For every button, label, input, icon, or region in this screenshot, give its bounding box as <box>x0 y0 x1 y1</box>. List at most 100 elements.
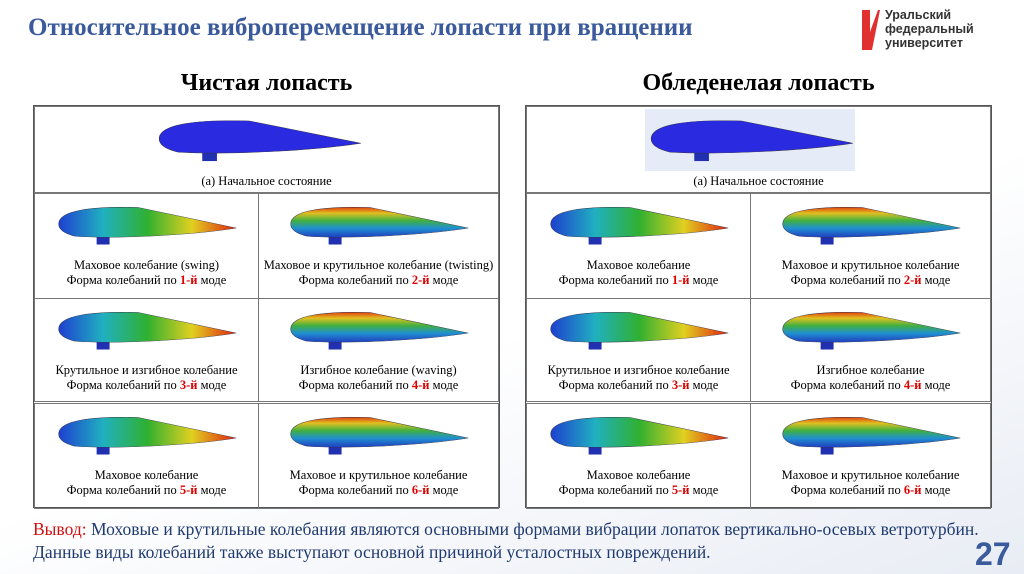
mode-line: Форма колебаний по 3-й моде <box>527 378 750 393</box>
mode-number: 6-й <box>411 483 430 497</box>
mode-line: Форма колебаний по 5-й моде <box>527 483 750 498</box>
mode-line: Форма колебаний по 1-й моде <box>35 273 258 288</box>
mode-number: 6-й <box>903 483 922 497</box>
mode-number: 4-й <box>411 378 430 392</box>
logo-line: федеральный <box>885 22 974 36</box>
cell-caption: Маховое колебание Форма колебаний по 5-й … <box>527 468 750 498</box>
mode-label: Изгибное колебание <box>816 363 925 377</box>
cell-caption: (а) Начальное состояние <box>201 174 332 188</box>
mode-line: Форма колебаний по 3-й моде <box>35 378 258 393</box>
mode-suffix: моде <box>924 378 951 392</box>
cell-caption: (а) Начальное состояние <box>693 174 824 188</box>
cell: Изгибное колебание Форма колебаний по 4-й… <box>750 298 991 402</box>
cell: Маховое и крутильное колебание Форма коле… <box>750 193 991 299</box>
blade-image <box>290 312 469 350</box>
mode-suffix: моде <box>432 378 459 392</box>
logo-line: Уральский <box>885 8 952 22</box>
mode-number: 1-й <box>179 273 198 287</box>
cell-caption: Маховое колебание (swing) Форма колебаний… <box>35 258 258 288</box>
mode-suffix: моде <box>924 483 951 497</box>
mode-suffix: моде <box>200 273 227 287</box>
mode-prefix: Форма колебаний по <box>298 273 409 287</box>
panel-heading: Обледенелая лопасть <box>642 70 875 96</box>
mode-suffix: моде <box>924 273 951 287</box>
cell: (а) Начальное состояние <box>526 106 991 193</box>
panel-heading: Чистая лопасть <box>180 70 353 96</box>
blade-image <box>782 417 961 455</box>
mode-prefix: Форма колебаний по <box>66 273 177 287</box>
mode-line: Форма колебаний по 2-й моде <box>751 273 990 288</box>
logo: Уральский федеральный университет <box>885 8 974 50</box>
blade-image <box>58 417 237 455</box>
blade-image <box>650 120 853 162</box>
mode-line: Форма колебаний по 5-й моде <box>35 483 258 498</box>
title: Относительное виброперемещение лопасти п… <box>28 14 693 41</box>
cell-caption: Маховое и крутильное колебание Форма коле… <box>259 468 498 498</box>
cell: Маховое колебание Форма колебаний по 5-й … <box>526 403 751 509</box>
mode-line: Форма колебаний по 4-й моде <box>751 378 990 393</box>
cell-caption: Крутильное и изгибное колебание Форма кол… <box>527 363 750 393</box>
logo-mark <box>862 10 880 50</box>
blade-image <box>782 207 961 245</box>
cell: Маховое и крутильное колебание (twisting… <box>258 193 499 299</box>
mode-suffix: моде <box>692 378 719 392</box>
blade-image <box>290 207 469 245</box>
mode-prefix: Форма колебаний по <box>298 378 409 392</box>
mode-label: Изгибное колебание (waving) <box>300 363 457 377</box>
cell: Маховое колебание Форма колебаний по 5-й … <box>34 403 259 509</box>
mode-label: Маховое и крутильное колебание <box>781 468 960 482</box>
conclusion: Вывод: Моховые и крутильные колебания яв… <box>33 518 983 564</box>
cell: Изгибное колебание (waving) Форма колебан… <box>258 298 499 402</box>
cell: Маховое колебание Форма колебаний по 1-й … <box>526 193 751 299</box>
mode-suffix: моде <box>692 273 719 287</box>
blade-image <box>782 312 961 350</box>
mode-label: Маховое колебание <box>586 258 691 272</box>
mode-prefix: Форма колебаний по <box>66 483 177 497</box>
mode-number: 2-й <box>411 273 430 287</box>
mode-line: Форма колебаний по 4-й моде <box>259 378 498 393</box>
table: (а) Начальное состояние Маховое колебание… <box>525 105 992 509</box>
cell-caption: Маховое и крутильное колебание Форма коле… <box>751 468 990 498</box>
cell-caption: Маховое колебание Форма колебаний по 5-й … <box>35 468 258 498</box>
mode-suffix: моде <box>692 483 719 497</box>
cell-caption: Маховое и крутильное колебание (twisting… <box>259 258 498 288</box>
mode-suffix: моде <box>200 483 227 497</box>
mode-prefix: Форма колебаний по <box>558 378 669 392</box>
cell-caption: Маховое колебание Форма колебаний по 1-й … <box>527 258 750 288</box>
mode-suffix: моде <box>432 273 459 287</box>
cell: Крутильное и изгибное колебание Форма кол… <box>526 298 751 402</box>
mode-suffix: моде <box>200 378 227 392</box>
mode-number: 3-й <box>671 378 690 392</box>
blade-image <box>290 417 469 455</box>
mode-suffix: моде <box>432 483 459 497</box>
blade-image <box>550 207 729 245</box>
blade-image <box>158 120 361 162</box>
mode-label: Маховое и крутильное колебание <box>781 258 960 272</box>
mode-label: Крутильное и изгибное колебание <box>547 363 730 377</box>
mode-label: Крутильное и изгибное колебание <box>55 363 238 377</box>
blade-image <box>550 312 729 350</box>
table: (а) Начальное состояние Маховое колебание… <box>33 105 500 509</box>
cell: Маховое и крутильное колебание Форма коле… <box>750 403 991 509</box>
cell: Маховое колебание (swing) Форма колебаний… <box>34 193 259 299</box>
mode-prefix: Форма колебаний по <box>790 378 901 392</box>
mode-line: Форма колебаний по 2-й моде <box>259 273 498 288</box>
cell-caption: Изгибное колебание Форма колебаний по 4-й… <box>751 363 990 393</box>
conclusion-lead: Вывод: <box>33 519 87 539</box>
mode-line: Форма колебаний по 6-й моде <box>751 483 990 498</box>
mode-number: 5-й <box>179 483 198 497</box>
mode-label: Маховое колебание <box>586 468 691 482</box>
mode-number: 1-й <box>671 273 690 287</box>
blade-image <box>58 312 237 350</box>
mode-number: 5-й <box>671 483 690 497</box>
mode-prefix: Форма колебаний по <box>790 273 901 287</box>
mode-label: Маховое колебание <box>94 468 199 482</box>
cell: Крутильное и изгибное колебание Форма кол… <box>34 298 259 402</box>
mode-number: 3-й <box>179 378 198 392</box>
blade-image <box>58 207 237 245</box>
mode-line: Форма колебаний по 1-й моде <box>527 273 750 288</box>
mode-prefix: Форма колебаний по <box>558 483 669 497</box>
cell-caption: Изгибное колебание (waving) Форма колебан… <box>259 363 498 393</box>
mode-prefix: Форма колебаний по <box>66 378 177 392</box>
